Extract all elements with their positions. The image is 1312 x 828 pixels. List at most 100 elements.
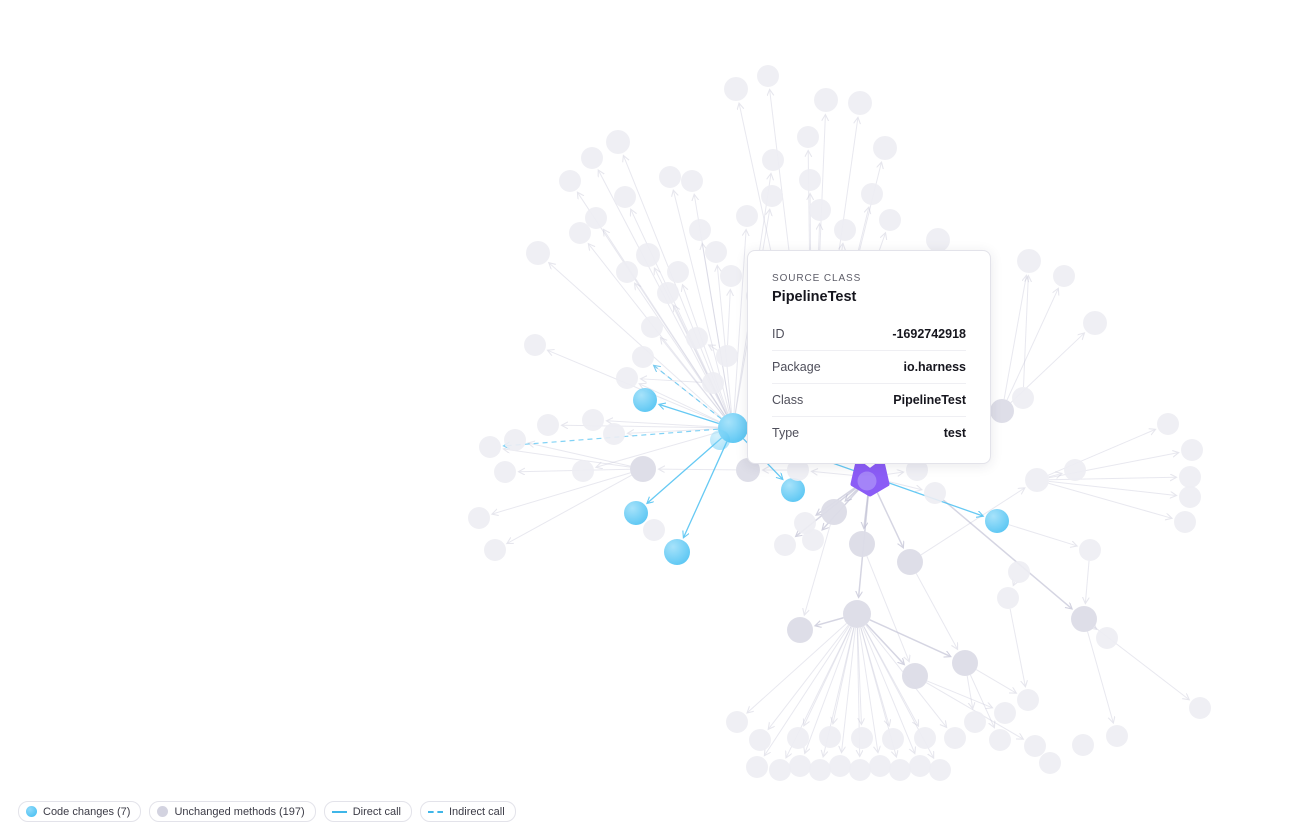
method-node[interactable] xyxy=(834,219,856,241)
method-node[interactable] xyxy=(1181,439,1203,461)
method-node[interactable] xyxy=(821,499,847,525)
method-node[interactable] xyxy=(761,185,783,207)
method-node[interactable] xyxy=(809,199,831,221)
method-node[interactable] xyxy=(990,399,1014,423)
method-node[interactable] xyxy=(814,88,838,112)
method-node[interactable] xyxy=(944,727,966,749)
method-node[interactable] xyxy=(468,507,490,529)
method-node[interactable] xyxy=(1064,459,1086,481)
method-node[interactable] xyxy=(997,587,1019,609)
method-node[interactable] xyxy=(716,345,738,367)
method-node[interactable] xyxy=(603,423,625,445)
method-node[interactable] xyxy=(724,77,748,101)
code-change-node[interactable] xyxy=(664,539,690,565)
method-node[interactable] xyxy=(1179,466,1201,488)
method-node[interactable] xyxy=(802,529,824,551)
method-node[interactable] xyxy=(906,459,928,481)
method-node[interactable] xyxy=(774,534,796,556)
method-node[interactable] xyxy=(632,346,654,368)
method-node[interactable] xyxy=(614,186,636,208)
method-node[interactable] xyxy=(1096,627,1118,649)
method-node[interactable] xyxy=(952,650,978,676)
method-node[interactable] xyxy=(989,729,1011,751)
method-node[interactable] xyxy=(630,456,656,482)
method-node[interactable] xyxy=(1157,413,1179,435)
method-node[interactable] xyxy=(879,209,901,231)
method-node[interactable] xyxy=(1017,689,1039,711)
method-node[interactable] xyxy=(1189,697,1211,719)
method-node[interactable] xyxy=(787,617,813,643)
method-node[interactable] xyxy=(616,261,638,283)
method-node[interactable] xyxy=(641,316,663,338)
method-node[interactable] xyxy=(829,755,851,777)
method-node[interactable] xyxy=(799,169,821,191)
method-node[interactable] xyxy=(1053,265,1075,287)
method-node[interactable] xyxy=(659,166,681,188)
method-node[interactable] xyxy=(964,711,986,733)
method-node[interactable] xyxy=(848,91,872,115)
method-node[interactable] xyxy=(869,755,891,777)
method-node[interactable] xyxy=(569,222,591,244)
method-node[interactable] xyxy=(1079,539,1101,561)
method-node[interactable] xyxy=(606,130,630,154)
legend-pill-code-changes[interactable]: Code changes (7) xyxy=(18,801,142,822)
method-node[interactable] xyxy=(585,207,607,229)
method-node[interactable] xyxy=(929,759,951,781)
method-node[interactable] xyxy=(787,459,809,481)
method-node[interactable] xyxy=(994,702,1016,724)
method-node[interactable] xyxy=(882,728,904,750)
method-node[interactable] xyxy=(1024,735,1046,757)
source-class-node[interactable] xyxy=(850,459,890,497)
method-node[interactable] xyxy=(1012,387,1034,409)
method-node[interactable] xyxy=(789,755,811,777)
method-node[interactable] xyxy=(749,729,771,751)
method-node[interactable] xyxy=(1072,734,1094,756)
method-node[interactable] xyxy=(572,460,594,482)
method-node[interactable] xyxy=(686,327,708,349)
method-node[interactable] xyxy=(897,549,923,575)
method-node[interactable] xyxy=(736,458,760,482)
legend-pill-unchanged-methods[interactable]: Unchanged methods (197) xyxy=(149,801,316,822)
method-node[interactable] xyxy=(849,531,875,557)
method-node[interactable] xyxy=(1017,249,1041,273)
method-node[interactable] xyxy=(559,170,581,192)
method-node[interactable] xyxy=(1174,511,1196,533)
method-node[interactable] xyxy=(657,282,679,304)
code-change-node[interactable] xyxy=(633,388,657,412)
method-node[interactable] xyxy=(720,265,742,287)
method-node[interactable] xyxy=(581,147,603,169)
method-node[interactable] xyxy=(849,759,871,781)
method-node[interactable] xyxy=(926,228,950,252)
method-node[interactable] xyxy=(873,136,897,160)
method-node[interactable] xyxy=(504,429,526,451)
method-node[interactable] xyxy=(843,600,871,628)
legend-pill-indirect-call[interactable]: Indirect call xyxy=(420,801,516,822)
method-node[interactable] xyxy=(736,205,758,227)
method-node[interactable] xyxy=(1083,311,1107,335)
method-node[interactable] xyxy=(924,482,946,504)
method-node[interactable] xyxy=(909,755,931,777)
method-node[interactable] xyxy=(524,334,546,356)
code-change-node[interactable] xyxy=(710,430,730,450)
method-node[interactable] xyxy=(809,759,831,781)
legend-pill-direct-call[interactable]: Direct call xyxy=(323,801,412,822)
method-node[interactable] xyxy=(494,461,516,483)
code-change-node[interactable] xyxy=(624,501,648,525)
method-node[interactable] xyxy=(794,512,816,534)
method-node[interactable] xyxy=(667,261,689,283)
method-node[interactable] xyxy=(1008,561,1030,583)
method-node[interactable] xyxy=(819,726,841,748)
code-change-node[interactable] xyxy=(781,478,805,502)
method-node[interactable] xyxy=(762,149,784,171)
method-node[interactable] xyxy=(861,183,883,205)
method-node[interactable] xyxy=(526,241,550,265)
method-node[interactable] xyxy=(902,663,928,689)
method-node[interactable] xyxy=(1025,468,1049,492)
method-node[interactable] xyxy=(537,414,559,436)
method-node[interactable] xyxy=(1071,606,1097,632)
method-node[interactable] xyxy=(643,519,665,541)
method-node[interactable] xyxy=(705,241,727,263)
method-node[interactable] xyxy=(689,219,711,241)
code-change-node[interactable] xyxy=(985,509,1009,533)
